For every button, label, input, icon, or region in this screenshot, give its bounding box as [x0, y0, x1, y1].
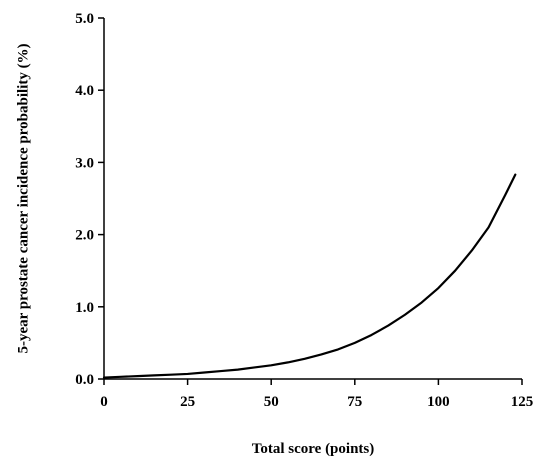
axes [103, 18, 522, 380]
y-tick-label: 1.0 [75, 300, 94, 316]
y-ticks: 0.0 1.0 2.0 3.0 4.0 5.0 [75, 11, 104, 388]
y-axis-title: 5-year prostate cancer incidence probabi… [15, 43, 31, 353]
plot-area [102, 173, 517, 379]
x-tick-label: 125 [511, 394, 534, 410]
x-axis-title: Total score (points) [252, 441, 375, 457]
series-line [102, 173, 517, 379]
y-tick-label: 0.0 [75, 372, 94, 388]
y-tick-label: 3.0 [75, 155, 94, 171]
x-ticks: 0 25 50 75 100 125 [100, 379, 533, 410]
x-tick-label: 75 [347, 394, 362, 410]
y-tick-label: 4.0 [75, 83, 94, 99]
x-tick-label: 100 [427, 394, 450, 410]
x-tick-label: 0 [100, 394, 108, 410]
x-tick-label: 25 [180, 394, 195, 410]
x-tick-label: 50 [264, 394, 279, 410]
y-tick-label: 2.0 [75, 228, 94, 244]
y-tick-label: 5.0 [75, 11, 94, 27]
